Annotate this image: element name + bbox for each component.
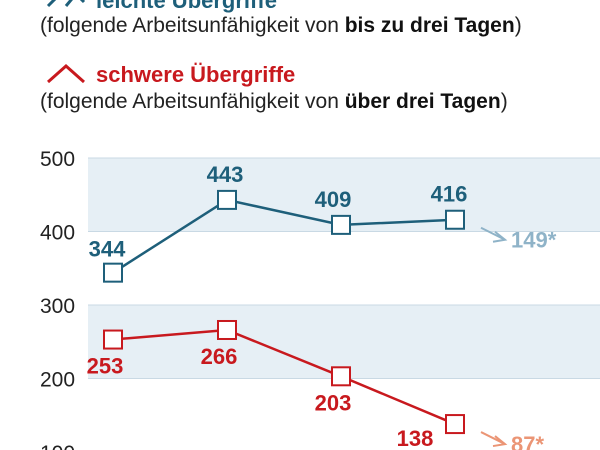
legend-severe-title: schwere Übergriffe <box>96 62 296 87</box>
data-point-marker <box>445 414 465 435</box>
y-tick-label-400: 400 <box>40 222 75 245</box>
severe-legend-icon <box>47 63 85 84</box>
legend-light-subtitle: (folgende Arbeitsunfähigkeit von bis zu … <box>40 14 522 37</box>
series-severe: 253 266 203 138 87* <box>87 319 544 450</box>
y-tick-label-500: 500 <box>40 148 75 171</box>
light-legend-icon <box>46 0 86 8</box>
y-tick-label-200: 200 <box>40 369 75 392</box>
series-line <box>112 198 456 274</box>
projection-arrow-head <box>492 230 508 243</box>
data-label: 409 <box>315 187 352 212</box>
data-label: 344 <box>89 237 126 262</box>
data-label: 416 <box>431 182 468 207</box>
projection-arrow-head <box>492 435 508 448</box>
data-label: 253 <box>87 354 124 379</box>
data-label: 203 <box>315 390 352 415</box>
projection-label: 149* <box>511 228 557 253</box>
y-tick-label-100: 100 <box>40 442 75 450</box>
chart-series: 344 443 409 416 149* 253 266 203 138 87* <box>87 162 557 450</box>
data-label: 266 <box>201 344 238 369</box>
chart-band-1 <box>88 305 600 379</box>
data-point-marker <box>217 319 237 340</box>
chart-background-bands <box>88 158 600 379</box>
data-point-marker <box>103 262 123 283</box>
data-point-marker <box>445 209 465 230</box>
legend-light-title: leichte Übergriffe <box>96 0 277 13</box>
projection-label: 87* <box>511 432 544 450</box>
legend-severe-subtitle: (folgende Arbeitsunfähigkeit von über dr… <box>40 90 508 113</box>
data-point-marker <box>217 189 237 210</box>
data-point-marker <box>331 366 351 387</box>
y-tick-label-300: 300 <box>40 295 75 318</box>
data-label: 443 <box>207 162 244 187</box>
data-label: 138 <box>397 426 434 450</box>
series-light: 344 443 409 416 149* <box>89 162 557 283</box>
data-point-marker <box>331 214 351 235</box>
y-axis-ticks: 500 400 300 200 100 <box>40 148 75 450</box>
series-line <box>112 328 456 426</box>
data-point-marker <box>103 329 123 350</box>
